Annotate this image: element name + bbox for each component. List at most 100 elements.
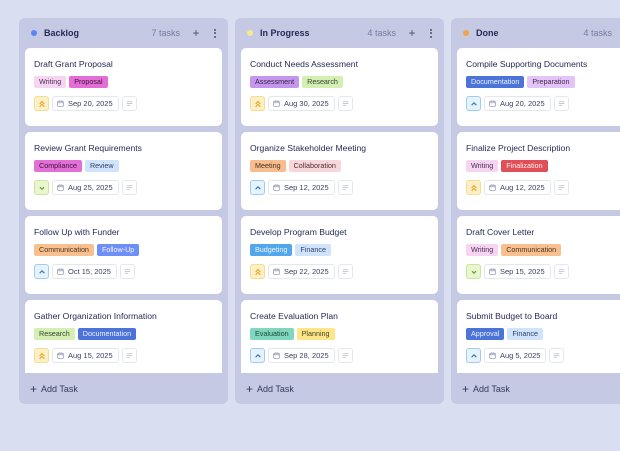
description-button[interactable] bbox=[337, 180, 353, 195]
plus-icon[interactable]: + bbox=[192, 26, 200, 40]
task-card[interactable]: Create Evaluation Plan Evaluation Plannin… bbox=[241, 300, 438, 373]
description-button[interactable] bbox=[121, 96, 137, 111]
task-card[interactable]: Draft Cover Letter Writing Communication … bbox=[457, 216, 620, 294]
tag-communication: Communication bbox=[501, 244, 562, 256]
task-card[interactable]: Conduct Needs Assessment Assessment Resea… bbox=[241, 48, 438, 126]
description-lines-icon bbox=[342, 353, 348, 358]
due-date: Aug 12, 2025 bbox=[500, 183, 545, 192]
add-task-button[interactable]: + Add Task bbox=[451, 373, 620, 404]
priority-high-button[interactable] bbox=[250, 264, 265, 279]
description-button[interactable] bbox=[337, 348, 353, 363]
calendar-icon bbox=[489, 184, 496, 191]
description-button[interactable] bbox=[553, 180, 569, 195]
priority-medium-button[interactable] bbox=[466, 348, 481, 363]
due-date-button[interactable]: Aug 5, 2025 bbox=[484, 348, 547, 363]
description-button[interactable] bbox=[549, 348, 565, 363]
tag-planning: Planning bbox=[296, 328, 335, 340]
task-title: Draft Grant Proposal bbox=[34, 59, 113, 69]
card-list[interactable]: Draft Grant Proposal Writing Proposal Sep… bbox=[25, 48, 222, 373]
due-date-button[interactable]: Aug 20, 2025 bbox=[484, 96, 551, 111]
priority-medium-button[interactable] bbox=[34, 264, 49, 279]
calendar-icon bbox=[57, 268, 64, 275]
kebab-menu-icon[interactable] bbox=[428, 27, 434, 39]
task-card[interactable]: Develop Program Budget Budgeting Finance … bbox=[241, 216, 438, 294]
column-status-dot bbox=[463, 30, 469, 36]
priority-high-button[interactable] bbox=[250, 96, 265, 111]
due-date-button[interactable]: Oct 15, 2025 bbox=[52, 264, 117, 279]
task-tags: Evaluation Planning bbox=[250, 328, 429, 340]
task-card[interactable]: Review Grant Requirements Compliance Revi… bbox=[25, 132, 222, 210]
task-meta: Aug 15, 2025 bbox=[34, 348, 213, 363]
tag-assessment: Assessment bbox=[250, 76, 300, 88]
board-column-backlog: Backlog 7 tasks + Draft Grant Proposal W… bbox=[19, 18, 228, 404]
double-chevron-up-icon bbox=[254, 100, 261, 107]
description-button[interactable] bbox=[121, 348, 137, 363]
due-date-button[interactable]: Sep 28, 2025 bbox=[268, 348, 335, 363]
card-list[interactable]: Conduct Needs Assessment Assessment Resea… bbox=[241, 48, 438, 373]
tag-preparation: Preparation bbox=[527, 76, 575, 88]
tag-finance: Finance bbox=[507, 328, 543, 340]
due-date: Sep 22, 2025 bbox=[284, 267, 329, 276]
board-column-in-progress: In Progress 4 tasks + Conduct Needs Asse… bbox=[235, 18, 444, 404]
task-card[interactable]: Finalize Project Description Writing Fina… bbox=[457, 132, 620, 210]
description-button[interactable] bbox=[121, 180, 137, 195]
description-button[interactable] bbox=[119, 264, 135, 279]
plus-icon[interactable]: + bbox=[408, 26, 416, 40]
task-card[interactable]: Organize Stakeholder Meeting Meeting Coll… bbox=[241, 132, 438, 210]
column-header[interactable]: Backlog 7 tasks + bbox=[19, 18, 228, 48]
board-column-done: Done 4 tasks + Compile Supporting Docume… bbox=[451, 18, 620, 404]
task-meta: Sep 15, 2025 bbox=[466, 264, 620, 279]
double-chevron-up-icon bbox=[470, 184, 477, 191]
due-date-button[interactable]: Sep 22, 2025 bbox=[268, 264, 335, 279]
priority-medium-button[interactable] bbox=[250, 348, 265, 363]
due-date-button[interactable]: Sep 20, 2025 bbox=[52, 96, 119, 111]
due-date-button[interactable]: Aug 30, 2025 bbox=[268, 96, 335, 111]
priority-high-button[interactable] bbox=[466, 180, 481, 195]
task-card[interactable]: Gather Organization Information Research… bbox=[25, 300, 222, 373]
column-title: Done bbox=[476, 28, 499, 38]
due-date: Sep 20, 2025 bbox=[68, 99, 113, 108]
due-date-button[interactable]: Sep 15, 2025 bbox=[484, 264, 551, 279]
task-card[interactable]: Submit Budget to Board Approval Finance A… bbox=[457, 300, 620, 373]
due-date-button[interactable]: Aug 12, 2025 bbox=[484, 180, 551, 195]
column-title: Backlog bbox=[44, 28, 80, 38]
priority-high-button[interactable] bbox=[34, 348, 49, 363]
priority-medium-button[interactable] bbox=[466, 96, 481, 111]
add-task-button[interactable]: + Add Task bbox=[235, 373, 444, 404]
task-card[interactable]: Follow Up with Funder Communication Follo… bbox=[25, 216, 222, 294]
task-meta: Sep 28, 2025 bbox=[250, 348, 429, 363]
calendar-icon bbox=[57, 184, 64, 191]
plus-icon: + bbox=[30, 381, 38, 396]
due-date-button[interactable]: Aug 25, 2025 bbox=[52, 180, 119, 195]
kebab-menu-icon[interactable] bbox=[212, 27, 218, 39]
description-button[interactable] bbox=[337, 96, 353, 111]
priority-high-button[interactable] bbox=[34, 96, 49, 111]
description-button[interactable] bbox=[553, 96, 569, 111]
description-button[interactable] bbox=[553, 264, 569, 279]
task-card[interactable]: Draft Grant Proposal Writing Proposal Sep… bbox=[25, 48, 222, 126]
due-date: Aug 5, 2025 bbox=[500, 351, 541, 360]
task-card[interactable]: Compile Supporting Documents Documentati… bbox=[457, 48, 620, 126]
card-list[interactable]: Compile Supporting Documents Documentati… bbox=[457, 48, 620, 373]
tag-collaboration: Collaboration bbox=[288, 160, 341, 172]
column-header[interactable]: Done 4 tasks + bbox=[451, 18, 620, 48]
tag-writing: Writing bbox=[34, 76, 67, 88]
due-date: Oct 15, 2025 bbox=[68, 267, 111, 276]
priority-low-button[interactable] bbox=[466, 264, 481, 279]
tag-approval: Approval bbox=[466, 328, 505, 340]
tag-meeting: Meeting bbox=[250, 160, 286, 172]
double-chevron-up-icon bbox=[38, 352, 45, 359]
add-task-label: Add Task bbox=[257, 383, 294, 394]
task-tags: Research Documentation bbox=[34, 328, 213, 340]
column-header[interactable]: In Progress 4 tasks + bbox=[235, 18, 444, 48]
task-meta: Sep 20, 2025 bbox=[34, 96, 213, 111]
due-date-button[interactable]: Aug 15, 2025 bbox=[52, 348, 119, 363]
priority-medium-button[interactable] bbox=[250, 180, 265, 195]
add-task-button[interactable]: + Add Task bbox=[19, 373, 228, 404]
due-date-button[interactable]: Sep 12, 2025 bbox=[268, 180, 335, 195]
description-button[interactable] bbox=[337, 264, 353, 279]
priority-low-button[interactable] bbox=[34, 180, 49, 195]
calendar-icon bbox=[489, 268, 496, 275]
task-tags: Compliance Review bbox=[34, 160, 213, 172]
description-lines-icon bbox=[126, 353, 132, 358]
